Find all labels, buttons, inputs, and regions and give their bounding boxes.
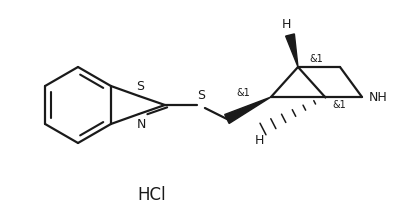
Text: N: N — [137, 118, 146, 131]
Text: &1: &1 — [236, 88, 250, 98]
Text: S: S — [136, 80, 144, 93]
Text: NH: NH — [369, 90, 387, 103]
Text: &1: &1 — [309, 54, 323, 64]
Polygon shape — [286, 34, 298, 67]
Text: H: H — [281, 17, 291, 30]
Text: S: S — [197, 88, 205, 101]
Polygon shape — [225, 97, 271, 123]
Text: &1: &1 — [332, 100, 346, 110]
Text: HCl: HCl — [138, 186, 166, 204]
Text: H: H — [254, 134, 264, 146]
